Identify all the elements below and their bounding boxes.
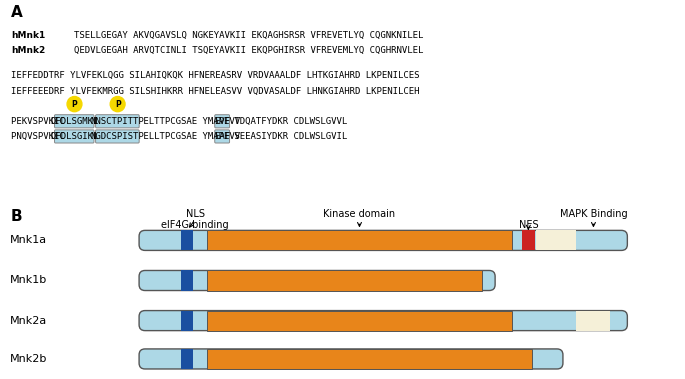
FancyBboxPatch shape [55,130,94,143]
FancyBboxPatch shape [96,115,139,128]
Text: B: B [11,208,23,224]
FancyBboxPatch shape [139,349,563,369]
Text: ELLTPCGSAE YMAPEVV: ELLTPCGSAE YMAPEVV [138,132,240,141]
Bar [522,230,535,251]
Bar [207,349,532,369]
FancyBboxPatch shape [55,115,94,128]
Bar [536,230,577,251]
FancyBboxPatch shape [215,115,229,128]
Bar [207,230,512,251]
Bar [577,310,610,330]
Text: PNQVSPVKIC: PNQVSPVKIC [11,132,70,141]
Bar [181,230,193,251]
Text: DFDLSGIKL: DFDLSGIKL [50,132,99,141]
Text: SEEASIYDKR CDLWSLGVIL: SEEASIYDKR CDLWSLGVIL [229,132,347,141]
Text: A: A [11,5,23,20]
Circle shape [110,97,125,112]
Text: Mnk1a: Mnk1a [10,235,47,245]
Text: P: P [115,100,121,109]
Text: NLS
elF4G binding: NLS elF4G binding [162,208,229,230]
FancyBboxPatch shape [139,310,627,330]
Text: IEFFEDDTRF YLVFEKLQGG SILAHIQKQK HFNEREASRV VRDVAAALDF LHTKGIAHRD LKPENILCES: IEFFEDDTRF YLVFEKLQGG SILAHIQKQK HFNEREA… [11,71,419,80]
Text: Kinase domain: Kinase domain [323,208,395,226]
Text: Mnk1b: Mnk1b [10,276,47,285]
Circle shape [67,97,82,112]
Text: NGDCSPISTP: NGDCSPISTP [90,132,145,141]
Text: EVF: EVF [214,117,230,126]
Text: NNSCTPITTP: NNSCTPITTP [90,117,145,126]
Bar [181,310,193,330]
Text: TSELLGEGAY AKVQGAVSLQ NGKEYAVKII EKQAGHSRSR VFREVETLYQ CQGNKNILEL: TSELLGEGAY AKVQGAVSLQ NGKEYAVKII EKQAGHS… [74,31,423,40]
Bar [207,310,512,330]
Text: MAPK Binding: MAPK Binding [560,208,627,226]
Text: Mnk2a: Mnk2a [10,316,47,326]
Text: P: P [72,100,77,109]
Text: NES: NES [519,220,538,230]
FancyBboxPatch shape [96,130,139,143]
Text: DFDLSGMKL: DFDLSGMKL [50,117,99,126]
FancyBboxPatch shape [139,230,627,251]
Text: TDQATFYDKR CDLWSLGVVL: TDQATFYDKR CDLWSLGVVL [229,117,347,126]
Bar [181,349,193,369]
Text: QEDVLGEGAH ARVQTCINLI TSQEYAVKII EKQPGHIRSR VFREVEMLYQ CQGHRNVLEL: QEDVLGEGAH ARVQTCINLI TSQEYAVKII EKQPGHI… [74,46,423,55]
Text: PEKVSPVKIC: PEKVSPVKIC [11,117,70,126]
Text: IEFFEEEDRF YLVFEKMRGG SILSHIHKRR HFNELEASVV VQDVASALDF LHNKGIAHRD LKPENILCEH: IEFFEEEDRF YLVFEKMRGG SILSHIHKRR HFNELEA… [11,86,419,96]
Text: Mnk2b: Mnk2b [10,354,47,364]
FancyBboxPatch shape [215,130,229,143]
Text: EAF: EAF [214,132,230,141]
Bar [181,271,193,291]
Text: hMnk2: hMnk2 [11,46,45,55]
Bar [207,271,482,291]
FancyBboxPatch shape [139,271,495,291]
Text: ELTTPCGSAE YMAPEVV: ELTTPCGSAE YMAPEVV [138,117,240,126]
Text: hMnk1: hMnk1 [11,31,45,40]
